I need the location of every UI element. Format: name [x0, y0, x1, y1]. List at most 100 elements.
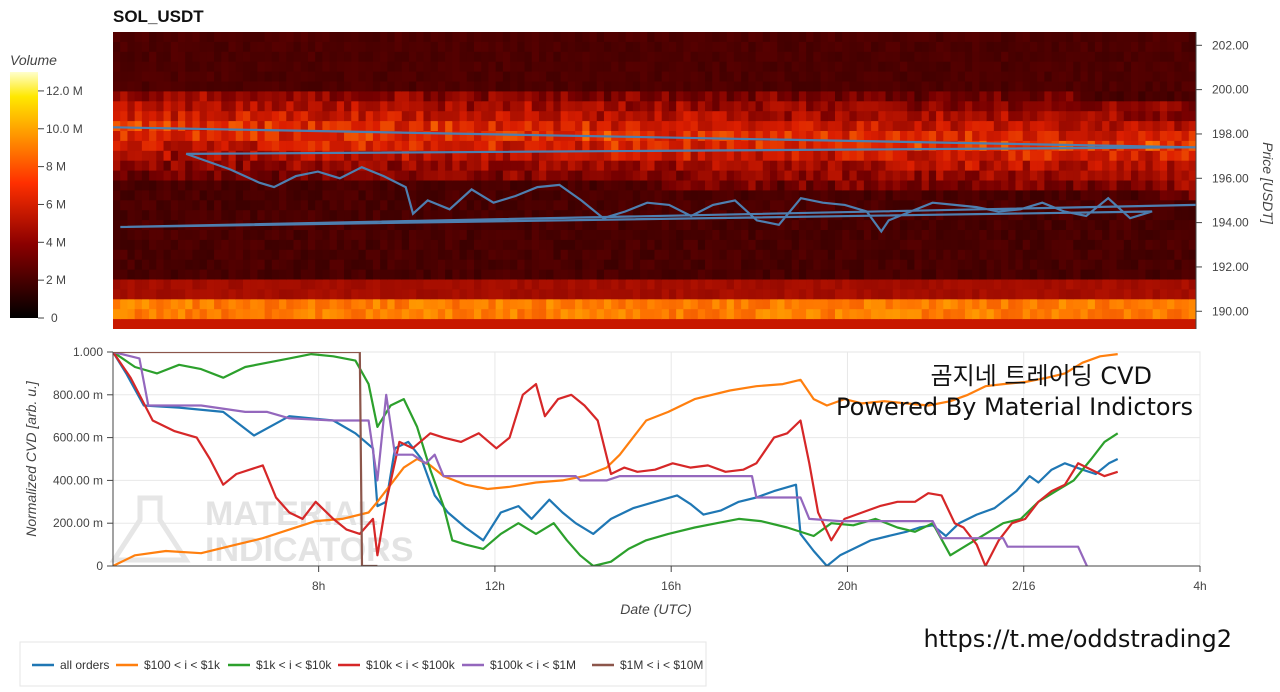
heatmap-cell — [770, 279, 778, 290]
heatmap-cell — [228, 249, 237, 261]
heatmap-cell — [300, 309, 309, 320]
heatmap-cell — [430, 299, 439, 310]
heatmap-cell — [762, 101, 771, 112]
heatmap-cell — [163, 249, 172, 261]
heatmap-cell — [856, 71, 865, 83]
heatmap-cell — [322, 41, 331, 53]
heatmap-cell — [1138, 61, 1147, 73]
heatmap-cell — [741, 210, 749, 221]
heatmap-cell — [553, 101, 562, 112]
heatmap-cell — [300, 230, 309, 241]
heatmap-cell — [835, 61, 843, 73]
heatmap-cell — [387, 200, 396, 211]
heatmap-cell — [495, 200, 504, 211]
heatmap-cell — [770, 269, 778, 281]
heatmap-cell — [286, 190, 295, 201]
heatmap-cell — [1109, 249, 1118, 261]
heatmap-cell — [582, 71, 591, 83]
heatmap-cell — [1109, 279, 1118, 290]
heatmap-cell — [762, 32, 771, 43]
heatmap-cell — [250, 259, 258, 271]
heatmap-cell — [192, 121, 201, 132]
heatmap-cell — [582, 279, 591, 290]
heatmap-cell — [293, 319, 302, 329]
legend-label[interactable]: $1M < i < $10M — [620, 658, 703, 672]
heatmap-cell — [1037, 180, 1045, 191]
heatmap-cell — [770, 319, 778, 329]
heatmap-cell — [394, 41, 403, 53]
heatmap-cell — [784, 200, 793, 211]
heatmap-cell — [625, 319, 634, 329]
heatmap-cell — [748, 299, 757, 310]
heatmap-cell — [1073, 101, 1082, 112]
heatmap-cell — [524, 249, 533, 261]
heatmap-cell — [409, 289, 417, 300]
heatmap-cell — [993, 299, 1002, 310]
legend-label[interactable]: $1k < i < $10k — [256, 658, 332, 672]
legend-label[interactable]: $100 < i < $1k — [144, 658, 221, 672]
heatmap-cell — [575, 279, 583, 290]
heatmap-cell — [416, 279, 425, 290]
heatmap-cell — [1037, 160, 1045, 172]
heatmap-cell — [1159, 230, 1168, 241]
heatmap-cell — [531, 190, 540, 201]
legend-label[interactable]: $10k < i < $100k — [366, 658, 456, 672]
heatmap-cell — [1145, 41, 1154, 53]
heatmap-cell — [1159, 299, 1168, 310]
heatmap-cell — [163, 279, 172, 290]
heatmap-cell — [228, 150, 237, 162]
heatmap-cell — [1102, 121, 1110, 132]
heatmap-cell — [849, 170, 858, 182]
heatmap-cell — [163, 239, 172, 251]
heatmap-cell — [538, 160, 547, 172]
heatmap-cell — [1022, 289, 1031, 300]
heatmap-cell — [856, 101, 865, 112]
heatmap-cell — [1037, 299, 1045, 310]
heatmap-cell — [170, 140, 179, 152]
heatmap-cell — [979, 170, 988, 182]
heatmap-cell — [986, 91, 995, 102]
heatmap-cell — [149, 131, 157, 142]
heatmap-cell — [452, 259, 461, 271]
heatmap-cell — [589, 150, 598, 162]
heatmap-cell — [322, 91, 331, 102]
heatmap-cell — [907, 319, 916, 329]
heatmap-cell — [647, 180, 656, 191]
legend-label[interactable]: $100k < i < $1M — [490, 658, 576, 672]
heatmap-cell — [351, 32, 360, 43]
heatmap-cell — [235, 259, 244, 271]
colorbar-tick-label: 0 — [51, 311, 58, 325]
heatmap-cell — [640, 91, 648, 102]
heatmap-cell — [835, 41, 843, 53]
heatmap-cell — [466, 220, 475, 231]
heatmap-cell — [199, 200, 208, 211]
heatmap-cell — [589, 101, 598, 112]
heatmap-cell — [401, 41, 410, 53]
heatmap-cell — [344, 32, 352, 43]
heatmap-cell — [1138, 71, 1147, 83]
heatmap-cell — [849, 309, 858, 320]
heatmap-cell — [1051, 121, 1060, 132]
heatmap-cell — [733, 71, 742, 83]
heatmap-cell — [553, 71, 562, 83]
heatmap-cell — [712, 230, 721, 241]
heatmap-cell — [488, 239, 497, 251]
heatmap-cell — [1167, 121, 1175, 132]
heatmap-cell — [149, 160, 157, 172]
heatmap-cell — [524, 319, 533, 329]
heatmap-cell — [964, 269, 973, 281]
heatmap-cell — [394, 200, 403, 211]
heatmap-cell — [466, 61, 475, 73]
heatmap-cell — [141, 160, 150, 172]
heatmap-cell — [928, 239, 937, 251]
heatmap-cell — [1066, 239, 1074, 251]
heatmap-cell — [914, 71, 923, 83]
telegram-link[interactable]: https://t.me/oddstrading2 — [923, 625, 1232, 653]
heatmap-cell — [1022, 131, 1031, 142]
heatmap-cell — [329, 210, 338, 221]
heatmap-cell — [228, 279, 237, 290]
heatmap-cell — [1116, 81, 1125, 92]
legend-label[interactable]: all orders — [60, 658, 109, 672]
heatmap-cell — [365, 121, 374, 132]
heatmap-cell — [950, 61, 959, 73]
